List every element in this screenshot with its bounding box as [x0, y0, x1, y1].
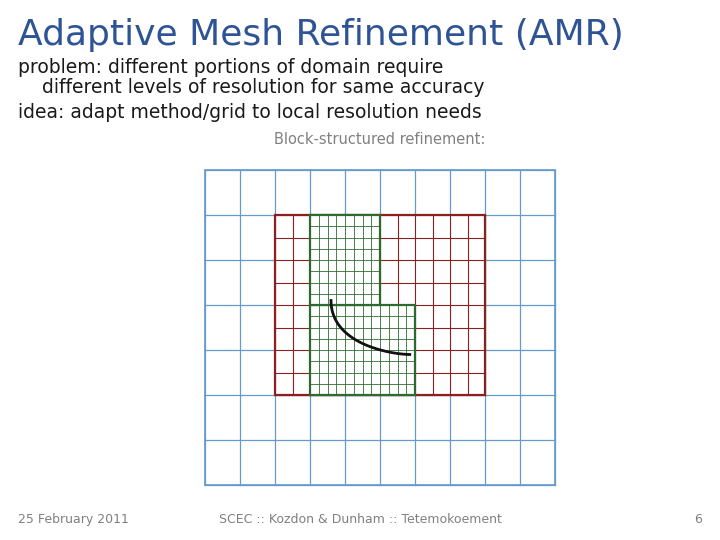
Bar	[205, 170, 555, 485]
Text: Block-structured refinement:: Block-structured refinement:	[274, 132, 486, 147]
Text: SCEC :: Kozdon & Dunham :: Tetemokoement: SCEC :: Kozdon & Dunham :: Tetemokoement	[219, 513, 501, 526]
Text: problem: different portions of domain require: problem: different portions of domain re…	[18, 58, 444, 77]
Text: Adaptive Mesh Refinement (AMR): Adaptive Mesh Refinement (AMR)	[18, 18, 624, 52]
Text: 25 February 2011: 25 February 2011	[18, 513, 129, 526]
Text: idea: adapt method/grid to local resolution needs: idea: adapt method/grid to local resolut…	[18, 103, 482, 122]
Bar	[310, 215, 380, 305]
Bar	[310, 305, 415, 395]
Text: 6: 6	[694, 513, 702, 526]
Text: different levels of resolution for same accuracy: different levels of resolution for same …	[18, 78, 485, 97]
Bar	[275, 215, 485, 395]
